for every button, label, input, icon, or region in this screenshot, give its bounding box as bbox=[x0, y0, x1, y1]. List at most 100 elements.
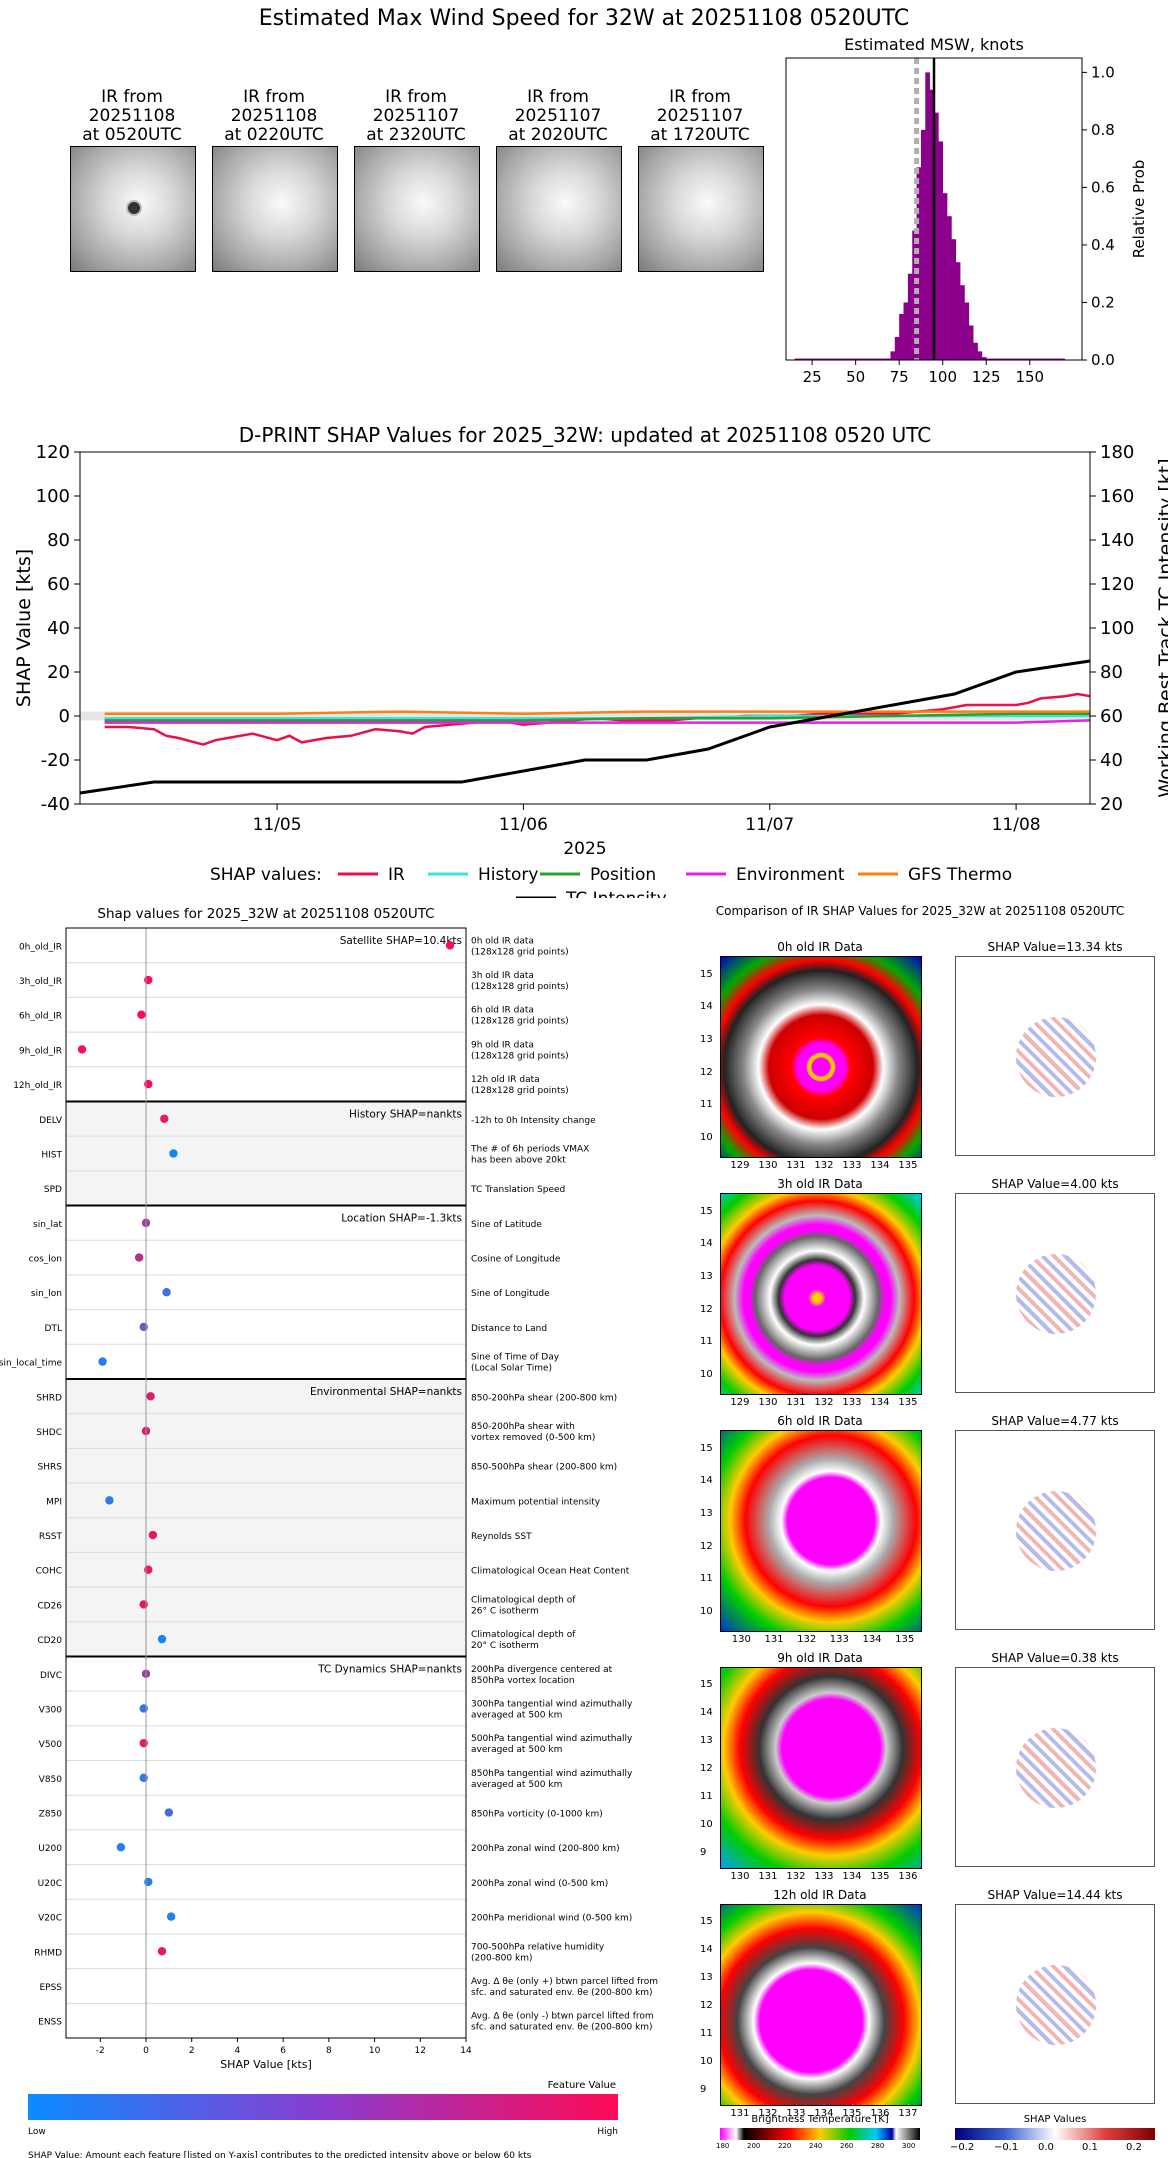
feature-point bbox=[144, 1877, 153, 1887]
histogram-bar bbox=[825, 358, 830, 360]
legend-label: Position bbox=[590, 865, 656, 885]
feature-description: averaged at 500 km bbox=[471, 1745, 562, 1755]
storm-eye bbox=[126, 200, 142, 216]
y-tick-label: 1.0 bbox=[1091, 63, 1115, 81]
feature-description: Maximum potential intensity bbox=[471, 1497, 601, 1507]
thumb-caption-line: 20251108 bbox=[230, 106, 318, 126]
feature-description: (128x128 grid points) bbox=[471, 947, 569, 957]
feature-point bbox=[139, 1773, 148, 1783]
ir-x-tick-label: 131 bbox=[730, 2108, 750, 2119]
feature-description: Avg. Δ θe (only +) btwn parcel lifted fr… bbox=[471, 1977, 658, 1987]
histogram-bar bbox=[1034, 358, 1039, 360]
series-line-tc-intensity bbox=[79, 659, 1091, 795]
histogram-bar bbox=[986, 358, 991, 360]
feature-name: V300 bbox=[39, 1705, 63, 1715]
bt-tick-label: 180 bbox=[716, 2142, 730, 2150]
thumb-caption-2: IR from 20251107 at 2320UTC bbox=[346, 88, 486, 145]
ir-y-tick-label: 11 bbox=[700, 1790, 713, 1802]
histogram-bar bbox=[807, 358, 813, 360]
x-tick-label: 14 bbox=[460, 2046, 472, 2056]
feature-description: has been above 20kt bbox=[471, 1155, 566, 1165]
ir-x-tick-label: 131 bbox=[764, 1634, 784, 1645]
histogram-bar bbox=[794, 358, 800, 360]
feature-description: Sine of Longitude bbox=[471, 1289, 550, 1299]
shap-feature-chart: Shap values for 2025_32W at 20251108 052… bbox=[0, 906, 658, 2158]
feature-point bbox=[98, 1357, 107, 1366]
ir-y-tick-label: 13 bbox=[700, 1270, 713, 1282]
group-background bbox=[66, 1101, 466, 1206]
histogram-bar bbox=[981, 357, 987, 360]
feature-name: RSST bbox=[39, 1532, 63, 1542]
histogram-bar bbox=[812, 358, 817, 360]
feature-name: HIST bbox=[41, 1150, 62, 1160]
histogram-bar bbox=[1021, 358, 1026, 360]
histogram-bar bbox=[855, 358, 861, 360]
sv-tick-label: 0.2 bbox=[1126, 2142, 1142, 2153]
thumb-caption-line: 20251108 bbox=[88, 106, 176, 126]
histogram-bar bbox=[851, 358, 856, 360]
ir-x-tick-label: 130 bbox=[731, 1634, 751, 1645]
feature-point bbox=[164, 1808, 174, 1817]
feature-name: U20C bbox=[38, 1879, 62, 1889]
feature-description: 500hPa tangential wind azimuthally bbox=[471, 1734, 633, 1744]
ir-y-tick-label: 12 bbox=[700, 1066, 713, 1078]
feature-description: Climatological depth of bbox=[471, 1595, 576, 1605]
bt-tick-label: 240 bbox=[809, 2142, 823, 2150]
thumb-caption-line: at 2020UTC bbox=[508, 125, 608, 145]
feature-name: U200 bbox=[38, 1844, 62, 1854]
y-tick-label: 0.4 bbox=[1091, 236, 1115, 254]
ir-y-tick-label: 11 bbox=[700, 1336, 713, 1348]
histogram-bar bbox=[1025, 358, 1031, 360]
ir-y-tick-label: 12 bbox=[700, 1540, 713, 1552]
feature-description: 200hPa divergence centered at bbox=[471, 1665, 613, 1675]
histogram-bar bbox=[846, 358, 852, 360]
group-background bbox=[66, 928, 466, 1102]
feature-description: 850hPa tangential wind azimuthally bbox=[471, 1769, 633, 1779]
histogram-bar bbox=[1003, 358, 1009, 360]
y-tick-label: 0.8 bbox=[1091, 121, 1115, 139]
histogram-bar bbox=[803, 358, 809, 360]
feature-name: V20C bbox=[38, 1914, 62, 1924]
feature-description: 850hPa vortex location bbox=[471, 1676, 575, 1686]
colorbar-high-label: High bbox=[597, 2127, 618, 2137]
feature-description: 200hPa zonal wind (0-500 km) bbox=[471, 1879, 608, 1889]
shap-panel-title: SHAP Value=14.44 kts bbox=[987, 1888, 1123, 1902]
histogram-bar bbox=[1051, 358, 1057, 360]
x-tick-label: 11/06 bbox=[499, 815, 548, 835]
y-tick-label: 80 bbox=[47, 530, 70, 551]
ir-x-tick-label: 136 bbox=[870, 2108, 890, 2119]
x-tick-label: 2 bbox=[189, 2046, 195, 2056]
shap-pattern bbox=[1016, 1965, 1096, 2045]
ir-panel-title: 0h old IR Data bbox=[777, 940, 863, 954]
ir-x-tick-label: 133 bbox=[842, 1397, 862, 1408]
y-tick-label: 60 bbox=[47, 574, 70, 595]
colorbar-label: Feature Value bbox=[548, 2080, 616, 2091]
group-background bbox=[66, 1205, 466, 1379]
histogram-bar bbox=[920, 129, 926, 360]
series-line-gfs-thermo bbox=[104, 710, 1090, 716]
histogram-bar bbox=[1042, 358, 1048, 360]
feature-description: Sine of Time of Day bbox=[471, 1353, 560, 1363]
ir-x-tick-label: 135 bbox=[898, 1397, 918, 1408]
ir-y-tick-label: 14 bbox=[700, 1238, 713, 1250]
ir-x-tick-label: 135 bbox=[895, 1634, 915, 1645]
ir-y-tick-label: 10 bbox=[700, 1368, 713, 1380]
ir-panel-title: 6h old IR Data bbox=[777, 1414, 863, 1428]
histogram-bar bbox=[964, 302, 970, 360]
legend-label: IR bbox=[388, 865, 405, 885]
ir-x-tick-label: 133 bbox=[842, 1160, 862, 1171]
legend-label: GFS Thermo bbox=[908, 865, 1012, 885]
thumb-caption-4: IR from 20251107 at 1720UTC bbox=[630, 88, 770, 145]
histogram-bar bbox=[951, 239, 957, 360]
feature-description: 0h old IR data bbox=[471, 936, 534, 946]
feature-name: EPSS bbox=[39, 1983, 62, 1993]
histogram-bar bbox=[1038, 358, 1044, 360]
ir-x-tick-label: 134 bbox=[870, 1397, 890, 1408]
feature-name: 3h_old_IR bbox=[19, 977, 62, 987]
series-line-position bbox=[104, 712, 1090, 722]
feature-description: Cosine of Longitude bbox=[471, 1255, 561, 1265]
ir-compare-title: Comparison of IR SHAP Values for 2025_32… bbox=[715, 904, 1125, 918]
histogram-bar bbox=[799, 358, 804, 360]
ir-x-tick-label: 129 bbox=[730, 1160, 750, 1171]
ir-thumbnail-image-3 bbox=[496, 146, 622, 272]
